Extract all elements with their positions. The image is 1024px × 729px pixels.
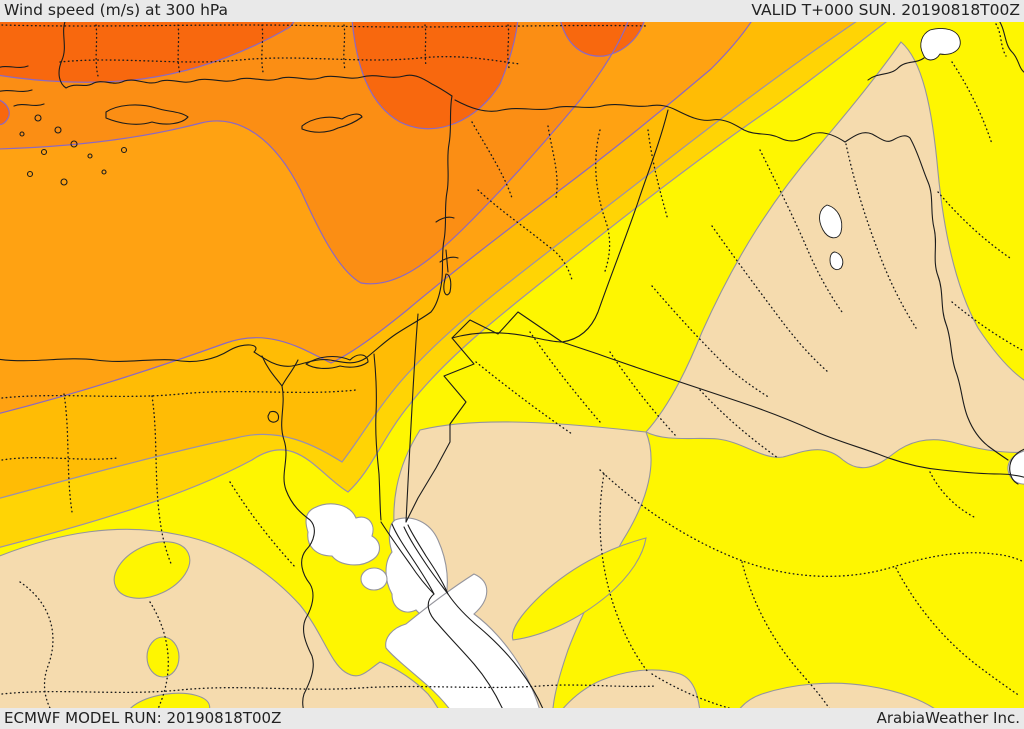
wind-map [0, 22, 1024, 708]
border-turkey-syria-iraq-iran [454, 99, 1009, 461]
yellow-overlays [113, 537, 647, 708]
white-low-speed-regions [305, 450, 1024, 708]
contour-line-red-edge [0, 99, 10, 126]
admin-boundary [937, 23, 1023, 351]
white-region-small [360, 567, 388, 591]
border-egypt-israel [405, 313, 419, 523]
admin-boundary [19, 581, 169, 708]
country-borders [405, 57, 1024, 523]
border-lebanon [435, 216, 459, 263]
page-title: Wind speed (m/s) at 300 hPa [4, 1, 229, 20]
contour-line-orange [0, 22, 752, 414]
galilee-dead-sea [443, 249, 452, 296]
cyprus-island [301, 113, 363, 133]
lake-urmia [920, 28, 961, 61]
admin-boundary [95, 24, 510, 77]
bardawil-lagoon [305, 354, 369, 369]
border-jordan-saudi [405, 311, 563, 523]
gulf-of-suez [380, 521, 435, 595]
band-red-corner [0, 22, 294, 83]
persian-gulf-coast [1009, 448, 1024, 485]
footer-bar: ECMWF MODEL RUN: 20190818T00Z ArabiaWeat… [0, 708, 1024, 729]
yellow-patch [125, 692, 211, 708]
crete-island [105, 104, 189, 125]
lakes [819, 28, 961, 271]
admin-boundary [651, 143, 917, 399]
red-sea-west-coast [427, 593, 503, 708]
admin-boundary [1, 684, 657, 695]
header-bar: Wind speed (m/s) at 300 hPa VALID T+000 … [0, 0, 1024, 22]
yellow-patch [146, 636, 180, 678]
coastlines [0, 22, 1024, 708]
credit-label: ArabiaWeather Inc. [876, 709, 1020, 727]
yellow-patch [113, 541, 191, 599]
band-red-center-blob [352, 22, 518, 129]
aegean-coast-detail [0, 65, 45, 107]
turkey-coastline [58, 22, 453, 97]
fayum-lake [267, 410, 280, 423]
tan-region-southwest [0, 528, 439, 708]
admin-boundary [599, 473, 1021, 708]
white-region-suez-west [305, 503, 381, 566]
valid-time-label: VALID T+000 SUN. 20190818T00Z [751, 1, 1020, 20]
red-sea-east-coast [447, 593, 544, 708]
contour-line-red-corner [0, 22, 295, 83]
admin-boundary [1, 389, 357, 569]
border-iraq-saudi [561, 341, 1024, 478]
model-run-label: ECMWF MODEL RUN: 20190818T00Z [4, 709, 282, 727]
white-region-red-sea [385, 573, 540, 708]
gulf-of-aqaba [403, 524, 449, 595]
contour-lines [0, 22, 888, 548]
lake-habbaniyah [829, 251, 844, 271]
tan-region-south-2 [739, 682, 935, 708]
border-syria-iraq [561, 109, 669, 343]
band-red-right-blob [560, 22, 644, 57]
border-armenia-iran [867, 57, 925, 81]
admin-boundary [599, 469, 1024, 577]
contour-line-red-right [560, 22, 645, 57]
contour-line-orange-dark [0, 22, 629, 285]
lake-tharthar [819, 204, 843, 239]
nile-river [261, 355, 315, 708]
admin-boundary [471, 121, 669, 281]
levant-egypt-coastline [0, 95, 453, 367]
caspian-coast [999, 22, 1024, 73]
admin-boundary [929, 471, 977, 519]
admin-boundary [59, 56, 521, 65]
admin-boundaries [1, 23, 1024, 708]
contour-line-gold [0, 22, 888, 548]
contour-line-amber [0, 22, 857, 499]
yellow-tongue [511, 537, 647, 641]
admin-boundary [1, 24, 649, 28]
suez-canal [373, 353, 382, 521]
tan-region-south-1 [562, 669, 701, 708]
border-syria-jordan [451, 332, 563, 343]
aegean-islands [19, 114, 128, 186]
